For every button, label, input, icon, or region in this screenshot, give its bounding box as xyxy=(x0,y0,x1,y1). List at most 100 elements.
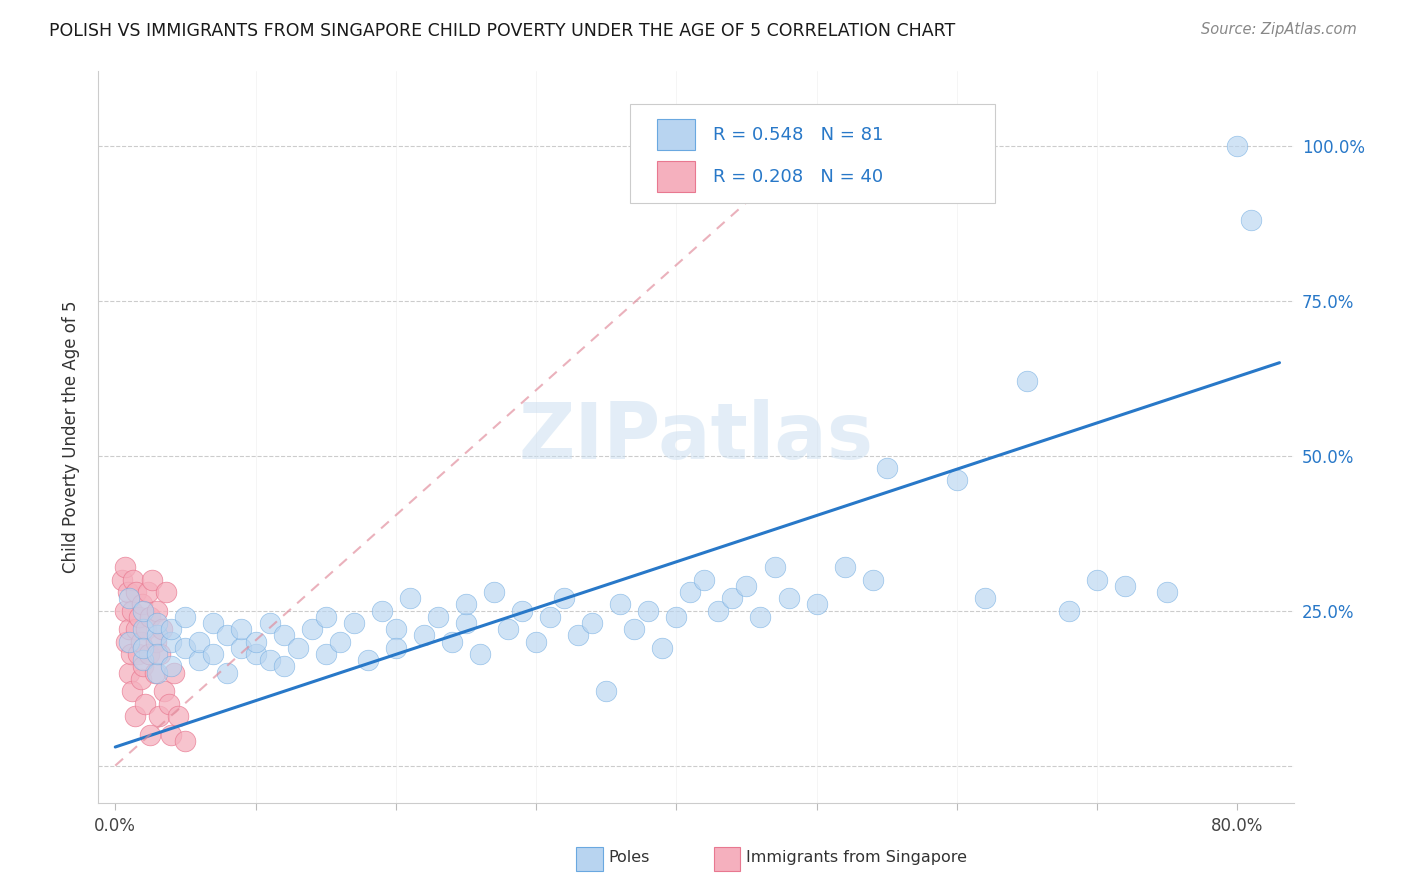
Point xyxy=(273,628,295,642)
Point xyxy=(202,647,225,661)
Point xyxy=(510,604,533,618)
Point xyxy=(114,560,136,574)
Point xyxy=(371,604,394,618)
Point xyxy=(553,591,575,606)
Point xyxy=(1057,604,1080,618)
Point xyxy=(145,634,167,648)
Point xyxy=(115,634,138,648)
Point xyxy=(149,647,172,661)
Point xyxy=(125,585,148,599)
Point xyxy=(120,647,142,661)
Point xyxy=(581,615,603,630)
Point xyxy=(763,560,786,574)
Point xyxy=(538,610,561,624)
Point xyxy=(174,640,197,655)
Point xyxy=(245,647,267,661)
Point xyxy=(735,579,758,593)
Point xyxy=(146,628,169,642)
Point xyxy=(122,573,145,587)
Point xyxy=(114,604,136,618)
Point xyxy=(132,653,155,667)
Point xyxy=(132,604,155,618)
Point xyxy=(301,622,323,636)
Point xyxy=(118,634,141,648)
Point xyxy=(111,573,134,587)
Point xyxy=(245,634,267,648)
Point xyxy=(454,615,477,630)
Point xyxy=(202,615,225,630)
Point xyxy=(139,728,162,742)
Point xyxy=(141,573,163,587)
Point xyxy=(749,610,772,624)
Point xyxy=(679,585,702,599)
Point xyxy=(121,684,143,698)
Y-axis label: Child Poverty Under the Age of 5: Child Poverty Under the Age of 5 xyxy=(62,301,80,574)
Point xyxy=(440,634,463,648)
Point xyxy=(160,728,183,742)
Point xyxy=(273,659,295,673)
Point xyxy=(136,585,159,599)
Point xyxy=(143,665,166,680)
Point xyxy=(217,665,239,680)
Point xyxy=(157,697,180,711)
Point xyxy=(651,640,673,655)
Point xyxy=(132,640,155,655)
Point xyxy=(128,610,150,624)
Point xyxy=(188,653,211,667)
Bar xyxy=(714,847,740,871)
Bar xyxy=(657,161,695,192)
Text: Poles: Poles xyxy=(609,850,650,865)
Point xyxy=(385,640,408,655)
Point xyxy=(146,665,169,680)
Point xyxy=(398,591,420,606)
Bar xyxy=(657,120,695,150)
Point xyxy=(132,622,155,636)
Point xyxy=(231,640,253,655)
Point xyxy=(357,653,380,667)
Point xyxy=(862,573,884,587)
Point xyxy=(160,622,183,636)
Bar xyxy=(576,847,603,871)
Point xyxy=(412,628,434,642)
Text: R = 0.548   N = 81: R = 0.548 N = 81 xyxy=(713,126,883,144)
Point xyxy=(1085,573,1108,587)
Point xyxy=(174,610,197,624)
Point xyxy=(155,585,177,599)
Point xyxy=(150,622,173,636)
Point xyxy=(259,615,281,630)
Point xyxy=(1114,579,1136,593)
Point xyxy=(315,647,337,661)
Point xyxy=(131,598,153,612)
Point xyxy=(121,604,143,618)
Point xyxy=(153,684,176,698)
Point xyxy=(1015,374,1038,388)
Point xyxy=(609,598,631,612)
Point xyxy=(693,573,716,587)
Point xyxy=(876,461,898,475)
Point xyxy=(139,610,162,624)
Point xyxy=(343,615,366,630)
Point xyxy=(707,604,730,618)
Point xyxy=(1240,213,1263,227)
Text: Immigrants from Singapore: Immigrants from Singapore xyxy=(747,850,967,865)
Point xyxy=(1226,138,1249,153)
Point xyxy=(665,610,688,624)
Point xyxy=(468,647,491,661)
Point xyxy=(287,640,309,655)
Point xyxy=(721,591,744,606)
Point xyxy=(946,474,969,488)
Point xyxy=(127,647,149,661)
Point xyxy=(623,622,645,636)
Point xyxy=(454,598,477,612)
Point xyxy=(385,622,408,636)
Text: Source: ZipAtlas.com: Source: ZipAtlas.com xyxy=(1201,22,1357,37)
Text: POLISH VS IMMIGRANTS FROM SINGAPORE CHILD POVERTY UNDER THE AGE OF 5 CORRELATION: POLISH VS IMMIGRANTS FROM SINGAPORE CHIL… xyxy=(49,22,956,40)
Point xyxy=(329,634,352,648)
Point xyxy=(778,591,800,606)
Point xyxy=(806,598,828,612)
Point xyxy=(315,610,337,624)
Point xyxy=(482,585,505,599)
Text: ZIPatlas: ZIPatlas xyxy=(519,399,873,475)
Point xyxy=(231,622,253,636)
Point xyxy=(146,647,169,661)
